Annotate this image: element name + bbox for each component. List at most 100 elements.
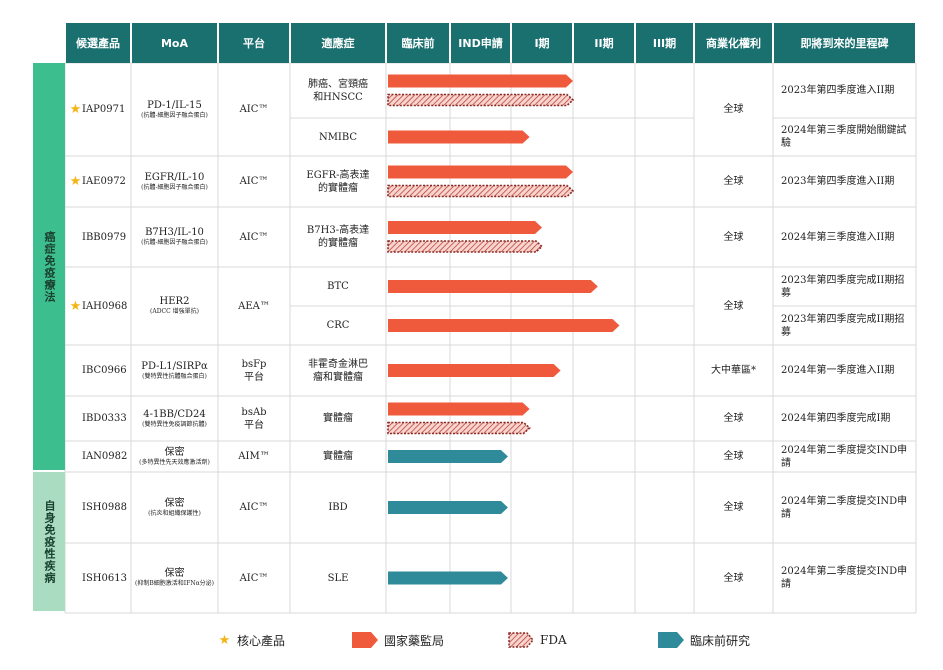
legend-fda: FDA	[508, 630, 567, 650]
column-header: 即將到來的里程碑	[774, 23, 915, 63]
legend-preclinical: 臨床前研究	[658, 630, 750, 650]
milestone-cell: 2024年第二季度提交IND申請	[773, 472, 916, 543]
platform-label: bsAb 平台	[241, 406, 267, 431]
indication-cell: CRC	[290, 306, 386, 345]
indication-label: EGFR-高表達的實體瘤	[306, 169, 370, 194]
milestone-cell: 2024年第三季度開始關鍵試驗	[773, 118, 916, 156]
candidate-cell: ISH0988	[65, 472, 131, 543]
legend-fda-label: FDA	[540, 633, 567, 647]
fda-arrow-icon	[508, 632, 534, 648]
milestone-cell: 2023年第四季度完成II期招募	[773, 306, 916, 345]
platform-cell: AIC™	[218, 156, 290, 207]
rights-cell: 全球	[694, 396, 773, 441]
commercial-rights: 全球	[723, 176, 744, 187]
moa-type: (雙特異性免疫調節抗體)	[142, 420, 207, 428]
legend-nmpa: 國家藥監局	[352, 630, 444, 650]
candidate-name: IAP0971	[82, 104, 126, 115]
indication-cell: IBD	[290, 472, 386, 543]
indication-cell: 實體瘤	[290, 396, 386, 441]
indication-label: 非霍奇金淋巴瘤和實體瘤	[308, 358, 368, 383]
milestone-cell: 2024年第三季度進入II期	[773, 207, 916, 267]
platform-label: AIC™	[239, 176, 269, 187]
moa-target: B7H3/IL-10	[145, 227, 204, 238]
commercial-rights: 全球	[723, 104, 744, 115]
moa-type: (抑制B細胞激活和IFNα分泌)	[135, 580, 214, 587]
indication-cell: 非霍奇金淋巴瘤和實體瘤	[290, 345, 386, 396]
milestone-text: 2023年第四季度完成II期招募	[781, 313, 905, 338]
group-label: 自身免疫性疾病	[43, 499, 56, 584]
legend-preclinical-label: 臨床前研究	[690, 633, 751, 648]
moa-target: 保密	[164, 446, 185, 458]
platform-cell: AIC™	[218, 472, 290, 543]
nmpa-progress-bar	[388, 402, 530, 416]
platform-label: AIC™	[239, 572, 269, 584]
milestone-cell: 2023年第四季度進入II期	[773, 63, 916, 118]
milestone-text: 2024年第二季度提交IND申請	[781, 566, 908, 590]
indication-cell: EGFR-高表達的實體瘤	[290, 156, 386, 207]
platform-label: AIC™	[239, 104, 269, 115]
moa-target: EGFR/IL-10	[144, 171, 205, 183]
candidate-cell: ISH0613	[65, 543, 131, 613]
moa-cell: PD-L1/SIRPα (雙特異性抗體融合蛋白)	[131, 345, 218, 396]
platform-label: AEA™	[238, 300, 270, 312]
nmpa-progress-bar	[388, 74, 573, 88]
commercial-rights: 全球	[723, 231, 744, 243]
preclinical-progress-bar	[388, 501, 508, 514]
column-header: 平台	[219, 23, 289, 63]
milestone-cell: 2023年第四季度完成II期招募	[773, 267, 916, 306]
candidate-cell: ★ IAE0972	[65, 156, 131, 207]
indication-cell: NMIBC	[290, 118, 386, 156]
moa-type: (抗炎和組織保護性)	[148, 509, 201, 517]
moa-cell: EGFR/IL-10 (抗體-細胞因子融合蛋白)	[131, 156, 218, 207]
indication-cell: BTC	[290, 267, 386, 306]
milestone-text: 2023年第四季度完成II期招募	[781, 274, 905, 299]
milestone-cell: 2023年第四季度進入II期	[773, 156, 916, 207]
milestone-cell: 2024年第四季度完成I期	[773, 396, 916, 441]
rights-cell: 全球	[694, 441, 773, 472]
platform-label: AIC™	[239, 502, 269, 513]
platform-label: bsFp 平台	[241, 358, 267, 383]
commercial-rights: 全球	[723, 451, 744, 462]
candidate-name: IBB0979	[82, 231, 127, 243]
legend-nmpa-label: 國家藥監局	[384, 633, 445, 648]
indication-cell: 肺癌、宮頸癌和HNSCC	[290, 63, 386, 118]
column-header: 候選產品	[66, 23, 130, 63]
platform-cell: bsFp 平台	[218, 345, 290, 396]
commercial-rights: 全球	[723, 300, 744, 312]
candidate-name: ISH0988	[82, 502, 127, 513]
moa-type: (抗體-細胞因子融合蛋白)	[141, 239, 208, 246]
rights-cell: 全球	[694, 472, 773, 543]
moa-target: 保密	[164, 497, 185, 509]
milestone-text: 2024年第二季度提交IND申請	[781, 444, 908, 469]
moa-target: HER2	[159, 296, 190, 307]
indication-label: IBD	[328, 502, 348, 513]
fda-progress-bar	[387, 240, 544, 253]
nmpa-progress-bar	[388, 130, 530, 144]
column-header: 商業化權利	[695, 23, 772, 63]
candidate-cell: IBB0979	[65, 207, 131, 267]
moa-type: (抗體-細胞因子融合蛋白)	[141, 111, 208, 119]
moa-type: (多特異性先天效應激活劑)	[139, 458, 210, 466]
milestone-text: 2024年第二季度提交IND申請	[781, 495, 908, 520]
commercial-rights: 全球	[723, 502, 744, 513]
moa-cell: 保密 (抑制B細胞激活和IFNα分泌)	[131, 543, 218, 613]
platform-cell: AEA™	[218, 267, 290, 345]
commercial-rights: 全球	[723, 413, 744, 424]
candidate-cell: IBC0966	[65, 345, 131, 396]
indication-cell: SLE	[290, 543, 386, 613]
preclinical-progress-bar	[388, 571, 508, 585]
indication-cell: 實體瘤	[290, 441, 386, 472]
column-header: 臨床前	[387, 23, 449, 63]
milestone-cell: 2024年第二季度提交IND申請	[773, 441, 916, 472]
preclinical-progress-bar	[388, 450, 508, 463]
platform-label: AIC™	[239, 231, 269, 243]
moa-target: PD-L1/SIRPα	[141, 360, 208, 372]
milestone-text: 2024年第三季度開始關鍵試驗	[781, 125, 907, 149]
commercial-rights: 全球	[723, 572, 744, 584]
moa-cell: 保密 (多特異性先天效應激活劑)	[131, 441, 218, 472]
star-icon: ★	[69, 298, 82, 314]
nmpa-progress-bar	[388, 165, 573, 179]
candidate-name: IBD0333	[82, 413, 127, 424]
moa-cell: 4-1BB/CD24 (雙特異性免疫調節抗體)	[131, 396, 218, 441]
milestone-text: 2023年第四季度進入II期	[781, 176, 895, 187]
